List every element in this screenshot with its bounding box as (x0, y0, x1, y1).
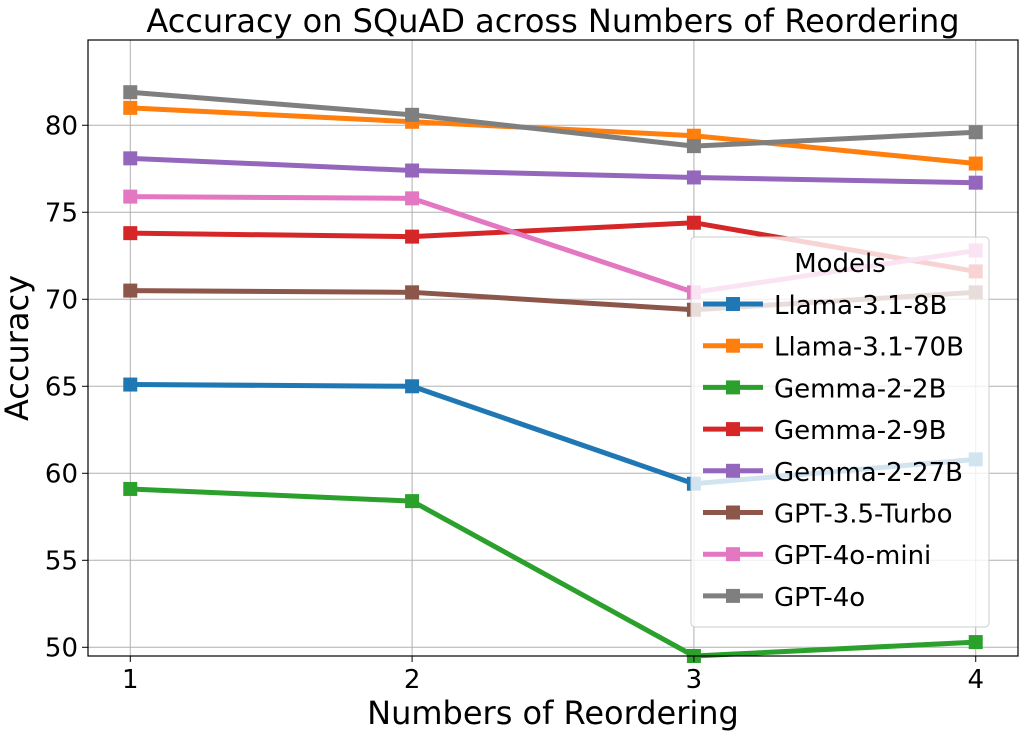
legend-item: Gemma-2-27B (703, 458, 963, 488)
data-point (405, 494, 420, 509)
data-point (123, 226, 138, 241)
data-point (123, 283, 138, 298)
data-point (968, 156, 983, 171)
legend-label: Llama-3.1-8B (774, 291, 947, 321)
data-point (123, 481, 138, 496)
legend-label: Gemma-2-9B (774, 416, 946, 446)
legend-swatch-marker (726, 588, 740, 603)
data-point (123, 151, 138, 166)
data-point (968, 175, 983, 190)
legend-label: GPT-4o-mini (774, 541, 931, 571)
y-ticks: 50 55 60 65 70 75 80 (45, 111, 88, 663)
data-point (968, 635, 983, 650)
data-point (405, 191, 420, 206)
y-tick-label: 55 (45, 546, 78, 576)
data-point (405, 107, 420, 122)
series-line (130, 89, 976, 149)
legend-label: Llama-3.1-70B (774, 333, 964, 363)
data-point (123, 85, 138, 100)
data-point (686, 139, 701, 154)
legend-item: Llama-3.1-70B (703, 333, 964, 363)
legend-swatch-marker (726, 547, 740, 562)
data-point (405, 379, 420, 394)
legend-item: Llama-3.1-8B (703, 291, 947, 321)
legend-swatch-marker (726, 463, 740, 478)
y-tick-label: 70 (45, 285, 78, 315)
plot-frame (87, 39, 1019, 657)
y-tick-label: 65 (45, 372, 78, 402)
legend-label: GPT-4o (774, 583, 865, 613)
y-axis-label: Accuracy (0, 275, 36, 421)
series-line (130, 486, 976, 659)
y-tick-label: 60 (45, 459, 78, 489)
y-tick-label: 75 (45, 198, 78, 228)
legend-item: Gemma-2-2B (703, 374, 946, 404)
x-ticks: 1 2 3 4 (122, 656, 984, 695)
x-axis-label: Numbers of Reordering (367, 694, 739, 732)
data-point (123, 100, 138, 115)
legend-item: GPT-4o (703, 583, 865, 613)
chart-title: Accuracy on SQuAD across Numbers of Reor… (146, 2, 959, 40)
legend-title: Models (794, 249, 886, 279)
legend-swatch-marker (726, 338, 740, 353)
x-tick-label: 4 (967, 665, 984, 695)
series-gpt-4o (123, 85, 983, 154)
data-point (405, 163, 420, 178)
data-point (405, 285, 420, 300)
data-point (405, 229, 420, 244)
legend-item: GPT-4o-mini (703, 541, 931, 571)
y-tick-label: 80 (45, 111, 78, 141)
series-llama-3-1-70b (123, 100, 983, 171)
x-tick-label: 2 (404, 665, 421, 695)
legend-label: Gemma-2-2B (774, 374, 946, 404)
legend-item: GPT-3.5-Turbo (703, 500, 953, 530)
legend-label: GPT-3.5-Turbo (774, 500, 953, 530)
series-line (130, 105, 976, 167)
data-point (123, 189, 138, 204)
data-point (123, 377, 138, 392)
legend-box (690, 236, 990, 628)
legend-label: Gemma-2-27B (774, 458, 963, 488)
series-gemma-2-2b (123, 481, 983, 663)
data-point (686, 215, 701, 230)
series-gemma-2-27b (123, 151, 983, 190)
series-line (130, 155, 976, 186)
legend-swatch-marker (726, 505, 740, 520)
data-point (686, 170, 701, 185)
legend-item: Gemma-2-9B (703, 416, 946, 446)
y-tick-label: 50 (45, 633, 78, 663)
data-point (968, 125, 983, 140)
x-tick-label: 3 (686, 665, 703, 695)
legend: Models Llama-3.1-8B Llama-3.1-70B Gemma-2-2… (690, 236, 990, 628)
legend-swatch-marker (726, 297, 740, 311)
legend-swatch-marker (726, 380, 740, 395)
x-tick-label: 1 (122, 665, 139, 695)
legend-swatch-marker (726, 422, 740, 437)
